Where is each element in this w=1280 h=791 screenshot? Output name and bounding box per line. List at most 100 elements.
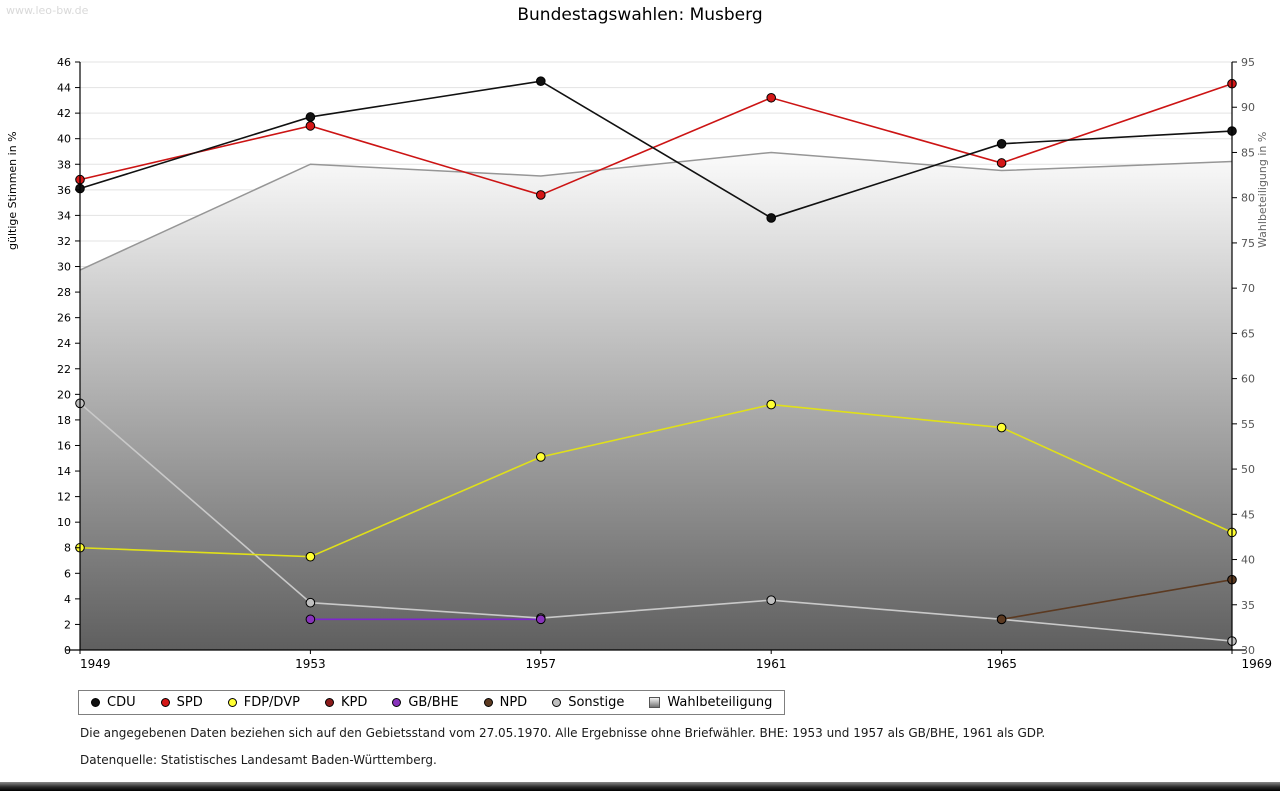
legend-dot-sonstige — [552, 698, 562, 707]
legend-label-fdp-dvp: FDP/DVP — [243, 695, 300, 710]
y-axis-right-title: Wahlbeteiligung in % — [1256, 132, 1269, 248]
y-axis-left-tick-label: 26 — [57, 312, 71, 325]
y-axis-right-tick-label: 60 — [1241, 373, 1255, 386]
series-spd-marker — [305, 121, 316, 131]
legend-label-npd: NPD — [499, 695, 528, 710]
series-gb-bhe-marker — [305, 614, 316, 625]
x-axis-tick-label: 1965 — [986, 657, 1017, 671]
series-spd-line — [79, 82, 1233, 196]
legend-dot-cdu — [91, 698, 100, 707]
footnotes: Die angegebenen Daten beziehen sich auf … — [80, 726, 1045, 780]
y-axis-left-tick-label: 6 — [64, 567, 71, 580]
chart-title: Bundestagswahlen: Musberg — [517, 5, 763, 25]
y-axis-right-tick-label: 55 — [1241, 418, 1255, 431]
y-axis-right-tick-label: 90 — [1241, 101, 1255, 114]
series-sonstige-marker — [305, 597, 316, 608]
legend-area-swatch-wahlbeteiligung — [649, 697, 661, 708]
y-axis-left-tick-label: 24 — [57, 337, 71, 350]
series-fdp-dvp-marker — [305, 551, 316, 562]
y-axis-left-tick-label: 12 — [57, 491, 71, 504]
window-bottom-edge — [0, 782, 1280, 791]
legend-item-npd: NPD — [483, 695, 528, 710]
series-cdu-marker — [536, 76, 546, 86]
series-fdp-dvp-marker — [536, 452, 546, 462]
y-axis-right-tick-label: 75 — [1241, 237, 1255, 250]
site-watermark: www.leo-bw.de — [6, 4, 89, 17]
y-axis-left-tick-label: 42 — [57, 107, 71, 120]
legend-dot-kpd — [324, 698, 334, 707]
footnote-gebietsstand: Die angegebenen Daten beziehen sich auf … — [80, 726, 1046, 740]
y-axis-left-tick-label: 16 — [57, 439, 71, 452]
y-axis-left-tick-label: 46 — [57, 56, 71, 69]
legend-item-fdp-dvp: FDP/DVP — [227, 695, 300, 710]
y-axis-left-tick-label: 20 — [57, 388, 71, 401]
legend-item-kpd: KPD — [324, 695, 368, 710]
legend-dot-spd — [160, 698, 170, 707]
series-cdu-marker — [766, 213, 777, 223]
y-axis-right-tick-label: 40 — [1241, 554, 1255, 567]
legend-item-spd: SPD — [160, 695, 203, 710]
footnote-datenquelle: Datenquelle: Statistisches Landesamt Bad… — [80, 753, 437, 767]
legend-item-sonstige: Sonstige — [552, 695, 624, 710]
y-axis-left-tick-label: 40 — [57, 133, 71, 146]
series-gb-bhe-marker — [536, 614, 546, 625]
y-axis-left-tick-label: 0 — [64, 644, 71, 657]
chart-area: 0 2 4 6 8 10 12 14 16 18 20 22 24 26 28 30 32 34 36 38 40 42 4… — [0, 48, 1280, 692]
legend-label-wahlbeteiligung: Wahlbeteiligung — [667, 695, 773, 710]
series-cdu-marker — [996, 139, 1007, 149]
legend-label-kpd: KPD — [340, 695, 368, 710]
y-axis-right-tick-label: 85 — [1241, 146, 1255, 159]
series-fdp-dvp-marker — [996, 422, 1007, 433]
y-axis-left-tick-label: 34 — [57, 209, 71, 222]
y-axis-right-tick-label: 50 — [1241, 463, 1255, 476]
series-spd-marker — [766, 92, 777, 103]
y-axis-left-tick-label: 28 — [57, 286, 71, 299]
x-axis-tick-label: 1949 — [80, 657, 111, 671]
series-npd-line — [1001, 578, 1233, 621]
series-fdp-dvp-marker — [766, 399, 777, 410]
series-npd-marker — [996, 614, 1007, 625]
y-axis-left-tick-label: 18 — [57, 414, 71, 427]
y-axis-right-tick-label: 30 — [1241, 644, 1255, 657]
legend-dot-gb-bhe — [392, 698, 402, 707]
legend-dot-npd — [483, 698, 493, 707]
legend-label-cdu: CDU — [107, 695, 136, 710]
y-axis-left-tick-label: 10 — [57, 516, 71, 529]
x-axis-tick-label: 1969 — [1241, 657, 1272, 671]
y-axis-left-tick-label: 32 — [57, 235, 71, 248]
y-axis-left-tick-label: 2 — [64, 618, 71, 631]
y-axis-right-tick-label: 95 — [1241, 56, 1255, 69]
series-wahlbeteiligung-area — [80, 152, 1232, 650]
x-axis-tick-label: 1953 — [295, 657, 326, 671]
y-axis-left-tick-label: 30 — [57, 261, 71, 274]
y-axis-left-tick-label: 38 — [57, 158, 71, 171]
legend-dot-fdp-dvp — [227, 698, 237, 707]
y-axis-left-tick-label: 4 — [64, 593, 71, 606]
series-cdu-marker — [305, 112, 316, 122]
series-cdu-line — [79, 80, 1233, 219]
y-axis-right-tick-label: 70 — [1241, 282, 1255, 295]
x-axis-tick-label: 1957 — [526, 657, 557, 671]
legend-item-cdu: CDU — [91, 695, 136, 710]
series-fdp-dvp-line — [79, 403, 1233, 558]
y-axis-left-tick-label: 36 — [57, 184, 71, 197]
y-axis-left-tick-label: 44 — [57, 82, 71, 95]
y-axis-right-tick-label: 45 — [1241, 508, 1255, 521]
legend-label-gb-bhe: GB/BHE — [408, 695, 459, 710]
y-axis-right-tick-label: 80 — [1241, 192, 1255, 205]
series-sonstige-line — [79, 402, 1233, 642]
y-axis-right-tick-label: 65 — [1241, 327, 1255, 340]
series-spd-marker — [536, 190, 546, 200]
legend-item-gb-bhe: GB/BHE — [392, 695, 459, 710]
y-axis-left-tick-label: 14 — [57, 465, 71, 478]
legend-label-spd: SPD — [176, 695, 203, 710]
y-axis-right-tick-label: 35 — [1241, 599, 1255, 612]
y-axis-left-tick-label: 8 — [64, 542, 71, 555]
series-wahlbeteiligung-line — [79, 151, 1233, 271]
legend: CDU SPD FDP/DVP KPD GB/BHE NPD Sonstige Wahlbet… — [78, 690, 786, 715]
chart-svg: 0246810121416182022242628303234363840424… — [6, 56, 1272, 671]
y-axis-left-title: gültige Stimmen in % — [6, 131, 19, 250]
legend-item-wahlbeteiligung: Wahlbeteiligung — [649, 695, 772, 710]
series-sonstige-marker — [766, 595, 777, 605]
legend-label-sonstige: Sonstige — [568, 695, 625, 710]
